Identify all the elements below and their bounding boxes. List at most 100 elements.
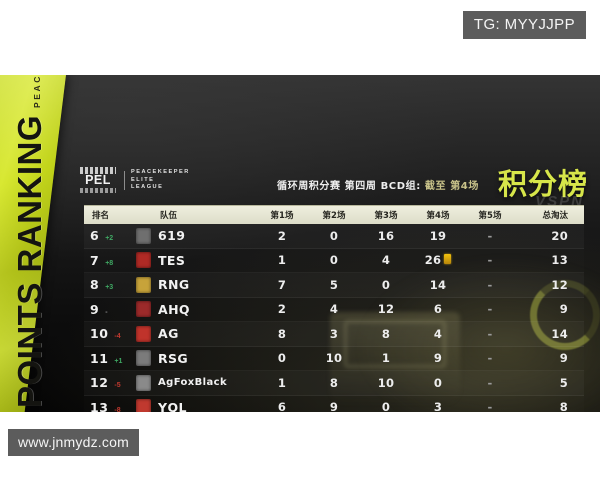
logo-divider: [124, 170, 125, 190]
cell-match5: -: [464, 251, 516, 269]
cell-match1-value: 7: [277, 277, 287, 292]
cell-match1-value: 2: [277, 228, 287, 243]
team-name: RNG: [158, 277, 190, 293]
cell-match2: 0: [308, 251, 360, 269]
cell-match3-value: 0: [381, 277, 391, 292]
cell-match3: 10: [360, 374, 412, 392]
rank-delta-down: -8: [114, 406, 121, 412]
pel-logo: PEL PEACEKEEPER ELITE LEAGUE: [78, 167, 190, 193]
cell-match2: 5: [308, 276, 360, 294]
subtitle-progress: 截至 第4场: [424, 181, 479, 192]
cell-total-points: 20: [576, 349, 600, 367]
cell-match5-value: -: [487, 228, 493, 243]
cell-match3: 12: [360, 300, 412, 318]
team-logo-icon: [136, 276, 151, 293]
team-name: TES: [158, 252, 186, 268]
team-logo-icon: [136, 227, 151, 244]
cell-match4: 0: [412, 374, 464, 392]
cell-total-points: 26: [576, 276, 600, 294]
cell-match3-value: 10: [377, 375, 395, 390]
video-frame[interactable]: POINTS RANKING PEACEKEEPER ELITE LEAGUE …: [0, 75, 600, 412]
column-header-match4: 第4场: [426, 211, 450, 221]
subtitle-main: 循环周积分赛 第四周 BCD组:: [277, 181, 421, 192]
cell-rank: 11 +1: [84, 351, 136, 366]
column-header-total-points: 总积分: [576, 209, 600, 221]
rank-delta-up: +1: [114, 357, 123, 365]
cell-match5-value: -: [487, 375, 493, 390]
team-logo-icon: [136, 374, 151, 391]
cell-match4-value: 4: [433, 326, 443, 341]
banner-subtitle: PEACEKEEPER ELITE LEAGUE: [32, 75, 42, 108]
team-name: AgFoxBlack: [158, 377, 228, 389]
background-gradient: [0, 75, 600, 412]
cell-match4-value: 9: [433, 351, 443, 366]
cell-total-kills-value: 20: [551, 228, 568, 243]
column-header-match5: 第5场: [478, 211, 502, 221]
column-header-match1: 第1场: [270, 211, 294, 221]
cell-match4-value: 14: [429, 277, 447, 292]
cell-match4: 26: [412, 251, 464, 269]
cell-match3-value: 0: [381, 400, 391, 412]
pel-base-icon: [80, 188, 116, 193]
trophy-ring-decoration: [530, 280, 600, 350]
cell-match1-value: 1: [277, 375, 287, 390]
cell-total-kills: 9: [516, 349, 576, 367]
rank-delta-up: +8: [105, 259, 114, 267]
cell-total-kills-value: 14: [551, 326, 568, 341]
cell-match2: 4: [308, 300, 360, 318]
column-header-total-kills: 总淘汰: [542, 211, 568, 221]
cell-match2-value: 0: [329, 228, 339, 243]
broadcast-subtitle: 循环周积分赛 第四周 BCD组: 截至 第4场: [277, 177, 479, 192]
rank-number: 8: [90, 277, 100, 293]
rank-delta-down: -4: [114, 333, 121, 341]
cell-team: AG: [136, 325, 256, 342]
cell-match4-value: 19: [429, 228, 447, 243]
pel-logo-word: PEL: [85, 172, 111, 187]
cell-match5-value: -: [487, 326, 493, 341]
table-body: 6+2619201619-20377+8TES10426-13318+3RNG7…: [84, 224, 584, 412]
cell-total-kills: 5: [516, 374, 576, 392]
team-name: 619: [158, 228, 186, 244]
cell-total-kills-value: 8: [559, 400, 568, 412]
cell-match2-value: 0: [329, 253, 339, 268]
cell-match3: 16: [360, 227, 412, 245]
cell-match1-value: 6: [277, 400, 287, 412]
cell-team: TES: [136, 252, 256, 269]
cell-team: 619: [136, 227, 256, 244]
page-title: 积分榜: [497, 167, 588, 201]
cell-match4: 19: [412, 227, 464, 245]
cell-team: RNG: [136, 276, 256, 293]
cell-match4-value: 6: [433, 302, 443, 317]
team-logo-icon: [136, 301, 151, 318]
cell-match1-value: 1: [277, 253, 287, 268]
cell-total-kills: 13: [516, 251, 576, 269]
cell-match5: -: [464, 349, 516, 367]
banner-title: POINTS RANKING: [11, 114, 48, 408]
cell-match1: 1: [256, 251, 308, 269]
column-header-rank: 排名: [92, 211, 110, 221]
cell-match5: -: [464, 325, 516, 343]
cell-match1: 2: [256, 300, 308, 318]
cell-match2: 0: [308, 227, 360, 245]
cell-team: AHQ: [136, 301, 256, 318]
cell-match5-value: -: [487, 351, 493, 366]
cell-match5: -: [464, 398, 516, 412]
pel-crown-icon: [80, 167, 116, 174]
rank-number: 13: [90, 399, 109, 412]
cell-match2: 8: [308, 374, 360, 392]
team-logo-icon: [136, 350, 151, 367]
website-watermark-badge: www.jnmydz.com: [8, 429, 139, 456]
rank-number: 10: [90, 326, 109, 342]
cell-rank: 8 +3: [84, 277, 136, 292]
cell-match4-value: 3: [433, 400, 443, 412]
trophy-background-object: [330, 312, 460, 404]
cell-match1: 8: [256, 325, 308, 343]
